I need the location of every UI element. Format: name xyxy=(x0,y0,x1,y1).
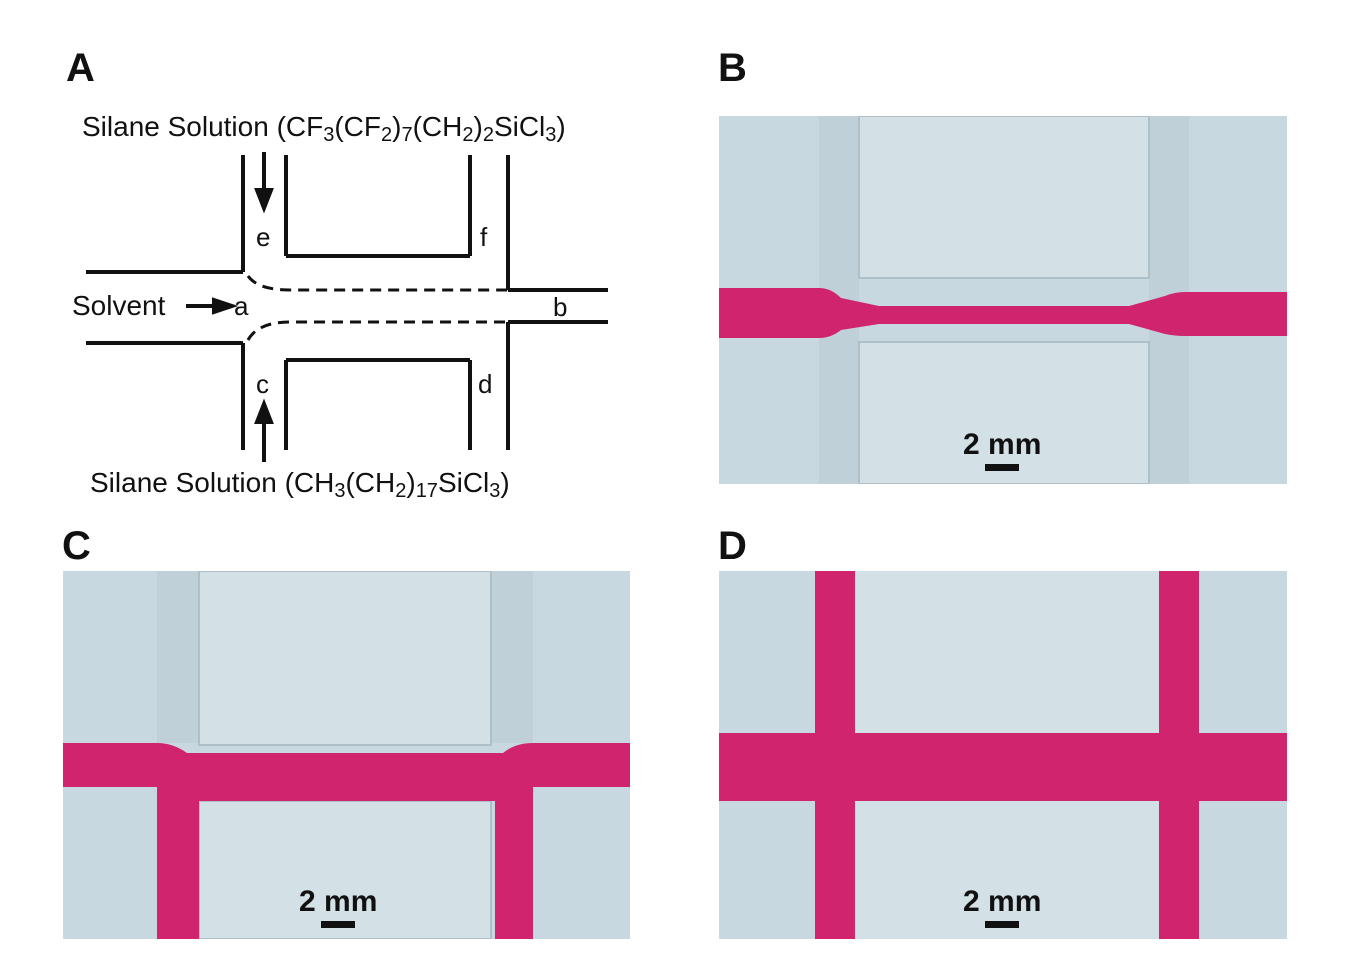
photo-panel-c: 2 mm xyxy=(63,571,630,939)
scale-label-b: 2 mm xyxy=(963,428,1042,461)
stream-boundary-top xyxy=(246,275,510,292)
dye-stream xyxy=(719,288,1287,338)
scale-bar-d: 2 mm xyxy=(963,887,1041,928)
photo-panel-b: 2 mm xyxy=(719,116,1287,484)
port-label-c: c xyxy=(256,369,269,399)
port-label-f: f xyxy=(480,222,488,252)
port-label-a: a xyxy=(234,291,249,321)
scale-label-d: 2 mm xyxy=(963,885,1042,918)
dye-stream xyxy=(63,743,630,939)
substrate-block xyxy=(858,341,1150,484)
panel-letter-c: C xyxy=(62,524,91,568)
arrow-c-head xyxy=(254,398,274,424)
scale-bar-b: 2 mm xyxy=(963,430,1041,471)
port-label-b: b xyxy=(553,292,567,322)
panel-letter-d: D xyxy=(718,524,747,568)
scale-line-c xyxy=(321,921,356,928)
scale-line-d xyxy=(985,921,1020,928)
channel-schematic: Silane Solution (CF3(CF2)7(CH2)2SiCl3) S… xyxy=(72,111,608,502)
substrate-block xyxy=(855,571,1159,733)
panel-letter-a: A xyxy=(66,46,95,90)
panel-letter-b: B xyxy=(718,46,747,90)
photo-panel-d: 2 mm xyxy=(719,571,1287,939)
arrow-e-head xyxy=(254,188,274,214)
scale-line-b xyxy=(985,464,1020,471)
channel-trace xyxy=(491,571,533,743)
top-silane-label: Silane Solution (CF3(CF2)7(CH2)2SiCl3) xyxy=(82,111,566,146)
stream-boundary-bottom xyxy=(246,320,510,341)
port-label-d: d xyxy=(478,369,492,399)
scale-label-c: 2 mm xyxy=(299,885,378,918)
substrate-block xyxy=(855,801,1159,939)
dye-channel-horizontal xyxy=(719,733,1287,801)
substrate-block xyxy=(858,116,1150,279)
bottom-silane-label: Silane Solution (CH3(CH2)17SiCl3) xyxy=(90,467,510,502)
scale-bar-c: 2 mm xyxy=(299,887,377,928)
solvent-label: Solvent xyxy=(72,290,166,321)
substrate-block xyxy=(198,571,492,746)
arrow-solvent-head xyxy=(212,297,239,315)
port-label-e: e xyxy=(256,222,270,252)
channel-trace xyxy=(157,571,199,743)
